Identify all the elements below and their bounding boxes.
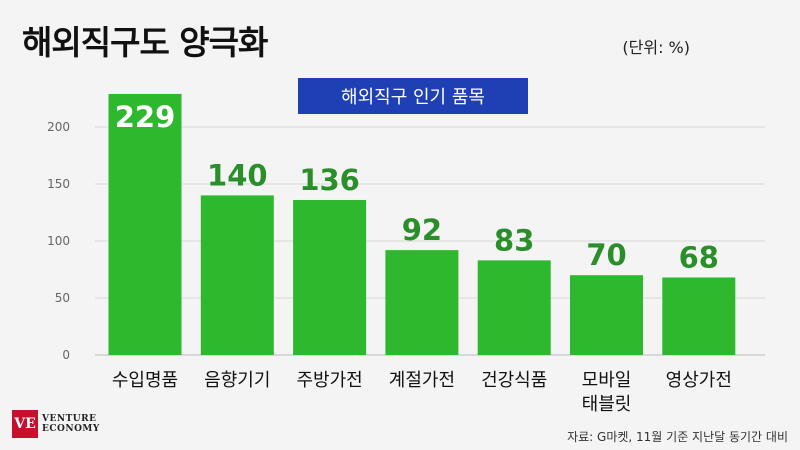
- logo-text-line2: ECONOMY: [42, 424, 100, 434]
- bar: [293, 199, 367, 355]
- bar: [200, 195, 274, 355]
- logo-text: VENTURE ECONOMY: [42, 414, 100, 434]
- data-label: 136: [299, 163, 360, 197]
- bar: [477, 260, 551, 355]
- category-label: 영상가전: [666, 370, 732, 391]
- category-label: 건강식품: [481, 370, 547, 391]
- y-tick-label: 50: [55, 291, 70, 305]
- data-label: 140: [207, 158, 268, 192]
- category-label: 계절가전: [389, 370, 455, 391]
- chart-title: 해외직구도 양극화: [22, 23, 268, 62]
- category-label: 주방가전: [296, 370, 362, 391]
- category-label: 태블릿: [582, 394, 632, 415]
- y-tick-label: 200: [47, 120, 70, 134]
- data-label: 229: [115, 100, 176, 134]
- category-label: 수입명품: [112, 370, 178, 391]
- bar: [385, 250, 459, 355]
- logo-text-line1: VENTURE: [42, 414, 97, 424]
- category-label: 모바일: [582, 370, 632, 391]
- y-tick-label: 100: [47, 234, 70, 248]
- data-label: 70: [586, 238, 626, 272]
- venture-economy-logo: VE VENTURE ECONOMY: [12, 410, 100, 438]
- y-tick-label: 0: [62, 348, 70, 362]
- source-note: 자료: G마켓, 11월 기준 지난달 동기간 대비: [567, 430, 788, 444]
- chart-banner: 해외직구 인기 품목: [298, 78, 528, 114]
- data-label: 68: [679, 240, 719, 274]
- bar: [570, 275, 643, 355]
- unit-label: (단위: %): [622, 38, 690, 57]
- category-label: 음향기기: [204, 370, 270, 391]
- logo-mark-icon: VE: [12, 410, 38, 438]
- data-label: 83: [494, 223, 534, 257]
- data-label: 92: [402, 213, 442, 247]
- bar: [108, 93, 182, 355]
- bar: [662, 277, 736, 355]
- y-tick-label: 150: [47, 177, 70, 191]
